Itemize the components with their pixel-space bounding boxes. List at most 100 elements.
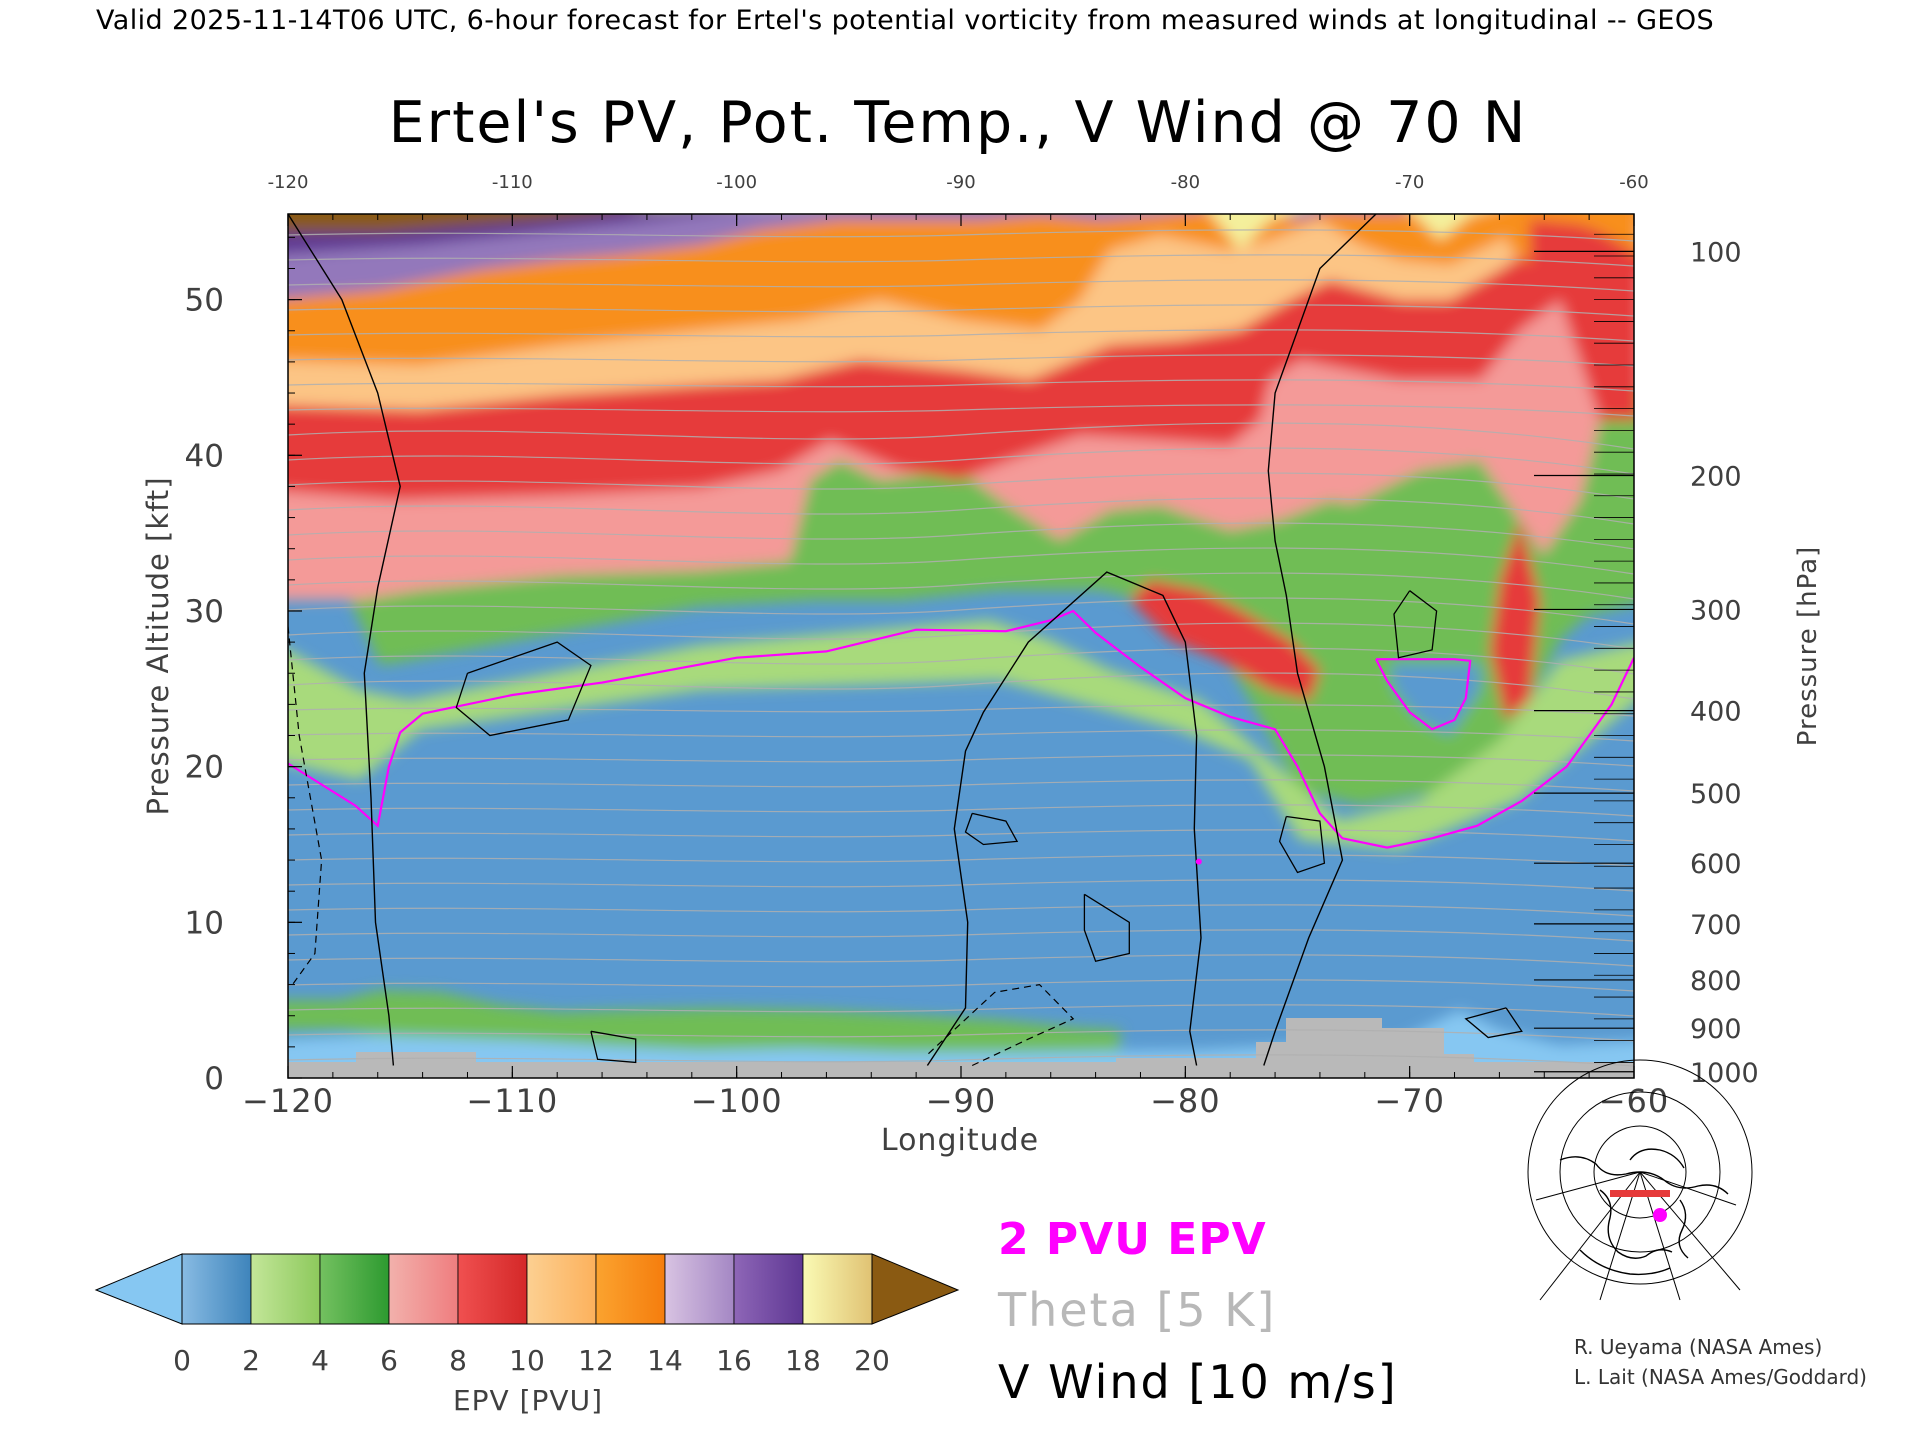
pressure-tick-label: 600 [1690, 849, 1742, 880]
x-tick-label: −60 [1599, 1082, 1670, 1120]
x-tick-label: −120 [242, 1082, 334, 1120]
colorbar-tick-label: 8 [449, 1344, 467, 1377]
colorbar-bin [250, 1253, 321, 1325]
pressure-tick-label: 1000 [1690, 1058, 1759, 1089]
v-wind-negative-contour [288, 626, 323, 985]
pv-field [288, 214, 1634, 1078]
theta-contour-line [288, 229, 1634, 242]
legend-2pvu: 2 PVU EPV [998, 1214, 1267, 1265]
chart-title: Ertel's PV, Pot. Temp., V Wind @ 70 N [389, 90, 1528, 156]
theta-contour-line [288, 829, 1634, 842]
colorbar-bin [664, 1253, 735, 1325]
theta-contour-line [288, 404, 1634, 417]
pv-2pvu-contour-tongue [1375, 658, 1472, 731]
colorbar: 0 2 4 6 8 10 12 14 16 18 20 EPV [PVU] [94, 1253, 960, 1417]
theta-contour-line [288, 422, 1634, 450]
theta-contour-line [288, 904, 1634, 917]
theta-contour-line [288, 522, 1634, 550]
v-wind-closed-contour [1083, 893, 1130, 962]
theta-contour-line [288, 572, 1634, 600]
colorbar-tick-label: 12 [578, 1344, 614, 1377]
theta-contour-line [288, 597, 1634, 625]
x-tick-label: −90 [926, 1082, 997, 1120]
theta-contour-line [288, 547, 1634, 575]
colorbar-bin [388, 1253, 459, 1325]
colorbar-tick-label: 0 [173, 1344, 191, 1377]
colorbar-tick-label: 10 [509, 1344, 545, 1377]
credit-line-1: R. Ueyama (NASA Ames) [1574, 1335, 1822, 1359]
x-tick-label: −100 [691, 1082, 783, 1120]
theta-contour-line [288, 672, 1634, 700]
x-top-tick-label: -120 [268, 172, 309, 193]
x-top-tick-label: -90 [946, 172, 975, 193]
v-wind-closed-contour [1278, 815, 1326, 874]
v-wind-closed-contour [964, 812, 1019, 846]
colorbar-bin [733, 1253, 804, 1325]
v-wind-closed-contour [1393, 590, 1438, 659]
x-top-tick-label: -100 [716, 172, 757, 193]
y-tick-label: 10 [185, 905, 224, 941]
theta-contour-line [288, 279, 1634, 292]
pressure-tick-label: 700 [1690, 910, 1742, 941]
colorbar-tick-label: 4 [311, 1344, 329, 1377]
y-tick-label: 40 [185, 438, 224, 474]
pv-blue-pocket [1390, 664, 1480, 735]
v-wind-closed-contour [1464, 1007, 1523, 1039]
theta-contour-line [288, 754, 1634, 767]
theta-contour-line [288, 979, 1634, 992]
x-top-tick-label: -80 [1171, 172, 1200, 193]
v-wind-negative-contour [926, 983, 1075, 1067]
theta-contour-line [288, 354, 1634, 367]
y-axis-label-left: Pressure Altitude [kft] [141, 476, 175, 815]
colorbar-tick-label: 18 [785, 1344, 821, 1377]
pressure-tick-label: 500 [1690, 779, 1742, 810]
x-tick-label: −70 [1374, 1082, 1445, 1120]
colorbar-tick-label: 6 [380, 1344, 398, 1377]
theta-contour-line [288, 1054, 1634, 1067]
pv-2pvu-point [1195, 858, 1202, 865]
theta-contour-line [288, 304, 1634, 317]
theta-contour-line [288, 622, 1634, 650]
colorbar-bin [457, 1253, 528, 1325]
valid-time-header: Valid 2025-11-14T06 UTC, 6-hour forecast… [96, 5, 1714, 36]
inset-coastlines [1559, 1148, 1729, 1276]
theta-contour-line [288, 447, 1634, 475]
colorbar-tick-label: 16 [716, 1344, 752, 1377]
y-tick-label: 30 [185, 594, 224, 630]
colorbar-tick-label: 20 [854, 1344, 890, 1377]
contour-layer [288, 214, 1634, 1067]
x-top-tick-label: -110 [492, 172, 533, 193]
pressure-tick-label: 900 [1690, 1014, 1742, 1045]
axes-layer: −120 -120 −110 -110 −100 -100 −90 -90 −80 -80 −70 -… [185, 172, 1759, 1120]
y-axis-label-right: Pressure [hPa] [1793, 546, 1823, 747]
theta-contour-line [288, 929, 1634, 942]
theta-contour-line [288, 954, 1634, 967]
inset-polar-map [1527, 1059, 1753, 1301]
legend-v-wind: V Wind [10 m/s] [998, 1355, 1398, 1409]
theta-contour-line [288, 879, 1634, 892]
theta-contour-line [288, 729, 1634, 742]
x-tick-label: −110 [466, 1082, 558, 1120]
colorbar-bin [181, 1253, 252, 1325]
pressure-tick-label: 200 [1690, 462, 1742, 493]
pv-purple-band [288, 214, 1318, 299]
colorbar-label: EPV [PVU] [453, 1384, 603, 1417]
pressure-tick-label: 400 [1690, 697, 1742, 728]
y-tick-label: 0 [204, 1061, 224, 1097]
v-wind-zero-contour [926, 571, 1202, 1066]
theta-contour-line [288, 854, 1634, 867]
theta-contour-line [288, 254, 1634, 267]
colorbar-bin [802, 1253, 873, 1325]
colorbar-bin [595, 1253, 666, 1325]
x-top-tick-label: -60 [1619, 172, 1648, 193]
theta-contour-line [288, 804, 1634, 817]
colorbar-tick-label: 2 [242, 1344, 260, 1377]
colorbar-bins [181, 1253, 873, 1325]
theta-contour-line [288, 497, 1634, 525]
v-wind-zero-contour [288, 214, 401, 1066]
v-wind-zero-contour [1263, 214, 1377, 1066]
legend: 2 PVU EPV Theta [5 K] V Wind [10 m/s] [997, 1214, 1398, 1409]
terrain [288, 1018, 1634, 1078]
colorbar-tick-labels: 0 2 4 6 8 10 12 14 16 18 20 [173, 1344, 890, 1377]
